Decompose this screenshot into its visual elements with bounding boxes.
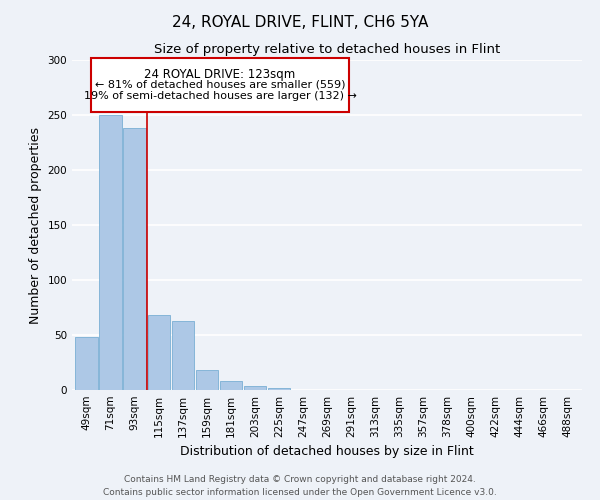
Bar <box>244 386 266 390</box>
Bar <box>172 320 194 390</box>
Text: Contains public sector information licensed under the Open Government Licence v3: Contains public sector information licen… <box>103 488 497 497</box>
Text: 24 ROYAL DRIVE: 123sqm: 24 ROYAL DRIVE: 123sqm <box>145 68 296 80</box>
Text: 19% of semi-detached houses are larger (132) →: 19% of semi-detached houses are larger (… <box>83 91 356 101</box>
Title: Size of property relative to detached houses in Flint: Size of property relative to detached ho… <box>154 43 500 56</box>
FancyBboxPatch shape <box>91 58 349 112</box>
Bar <box>124 128 146 390</box>
Y-axis label: Number of detached properties: Number of detached properties <box>29 126 42 324</box>
Bar <box>76 337 98 390</box>
X-axis label: Distribution of detached houses by size in Flint: Distribution of detached houses by size … <box>180 446 474 458</box>
Bar <box>196 370 218 390</box>
Bar <box>268 388 290 390</box>
Bar <box>220 381 242 390</box>
Bar <box>100 115 122 390</box>
Text: 24, ROYAL DRIVE, FLINT, CH6 5YA: 24, ROYAL DRIVE, FLINT, CH6 5YA <box>172 15 428 30</box>
Bar <box>148 315 170 390</box>
Text: Contains HM Land Registry data © Crown copyright and database right 2024.: Contains HM Land Registry data © Crown c… <box>124 476 476 484</box>
Text: ← 81% of detached houses are smaller (559): ← 81% of detached houses are smaller (55… <box>95 80 345 90</box>
